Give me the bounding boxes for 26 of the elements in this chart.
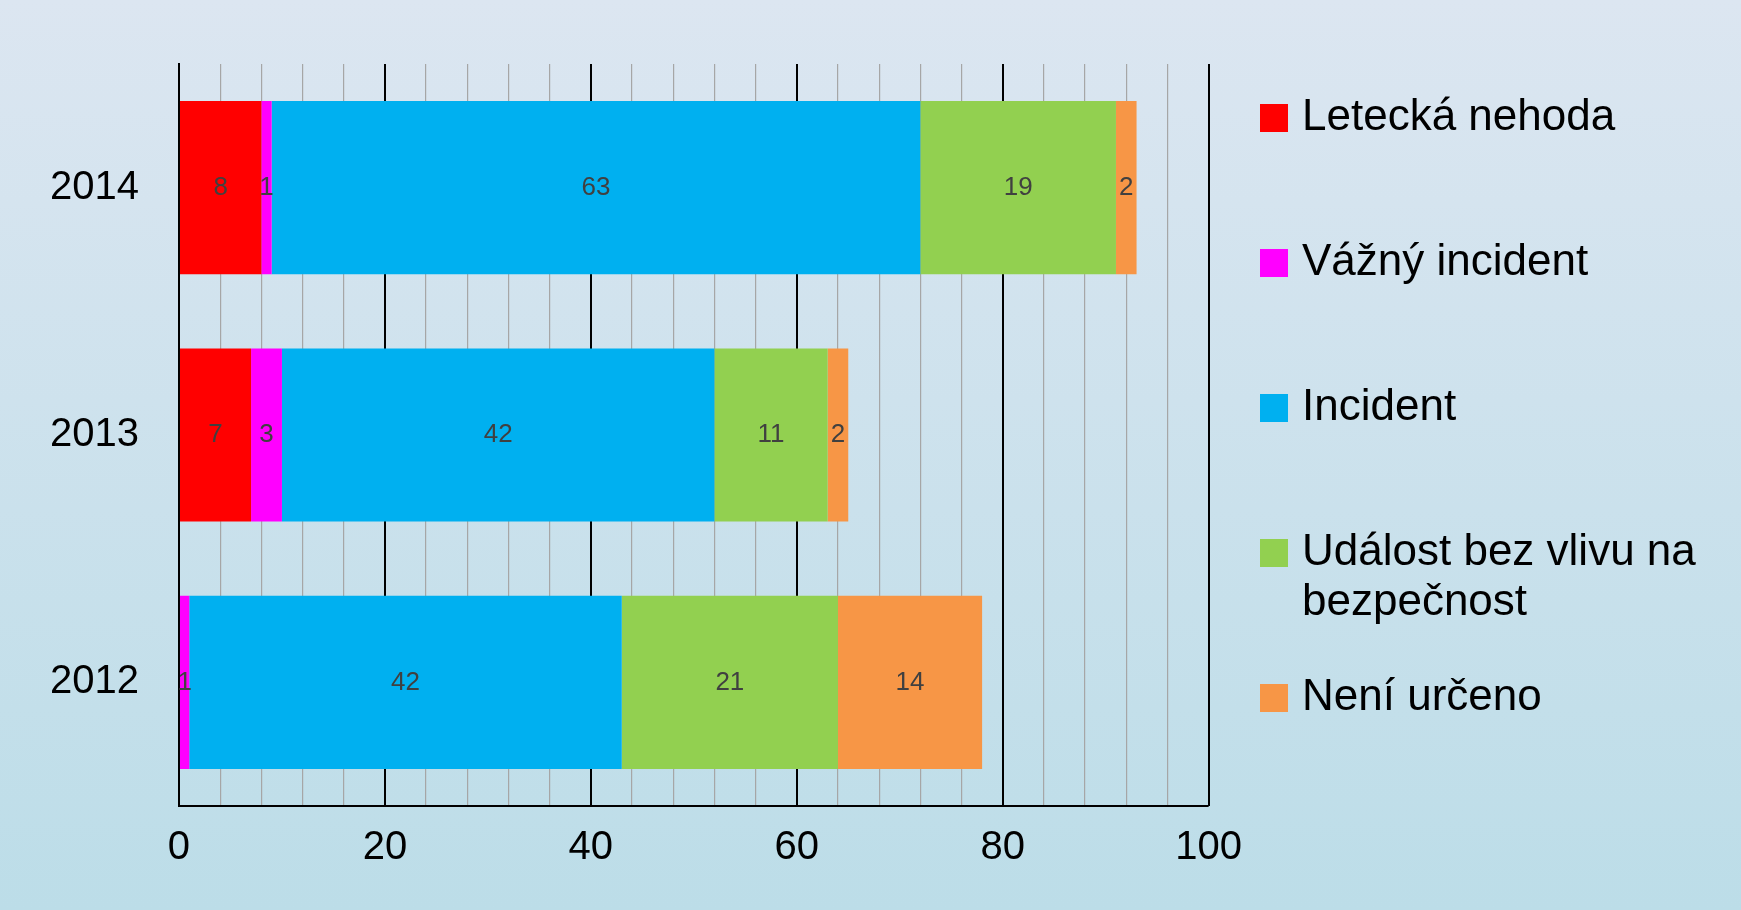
legend-label: Letecká nehoda <box>1302 90 1616 140</box>
data-label: 7 <box>208 418 223 449</box>
data-label: 3 <box>259 418 274 449</box>
x-tick-label: 100 <box>1175 823 1243 868</box>
legend-label: Není určeno <box>1302 670 1542 720</box>
legend-label: Vážný incident <box>1302 235 1589 285</box>
y-tick-label: 2012 <box>50 657 139 702</box>
data-label: 42 <box>391 665 420 696</box>
y-tick-label: 2014 <box>50 162 139 207</box>
data-label: 11 <box>757 418 785 449</box>
x-tick-label: 80 <box>980 823 1025 868</box>
x-tick-label: 0 <box>167 823 191 868</box>
legend-label: Událost bez vlivu na bezpečnost <box>1302 525 1697 625</box>
x-tick-label: 40 <box>568 823 614 868</box>
data-label: 19 <box>1003 170 1033 201</box>
data-label: 2 <box>830 418 846 449</box>
x-tick-label: 60 <box>774 823 820 868</box>
data-label: 63 <box>581 170 611 201</box>
data-label: 21 <box>715 665 745 696</box>
data-label: 8 <box>213 170 228 201</box>
x-tick-label: 20 <box>362 823 408 868</box>
data-label: 2 <box>1119 170 1134 201</box>
legend-label: Incident <box>1302 380 1457 430</box>
y-tick-label: 2013 <box>50 410 139 455</box>
data-label: 14 <box>895 665 925 696</box>
data-label: 42 <box>483 418 513 449</box>
